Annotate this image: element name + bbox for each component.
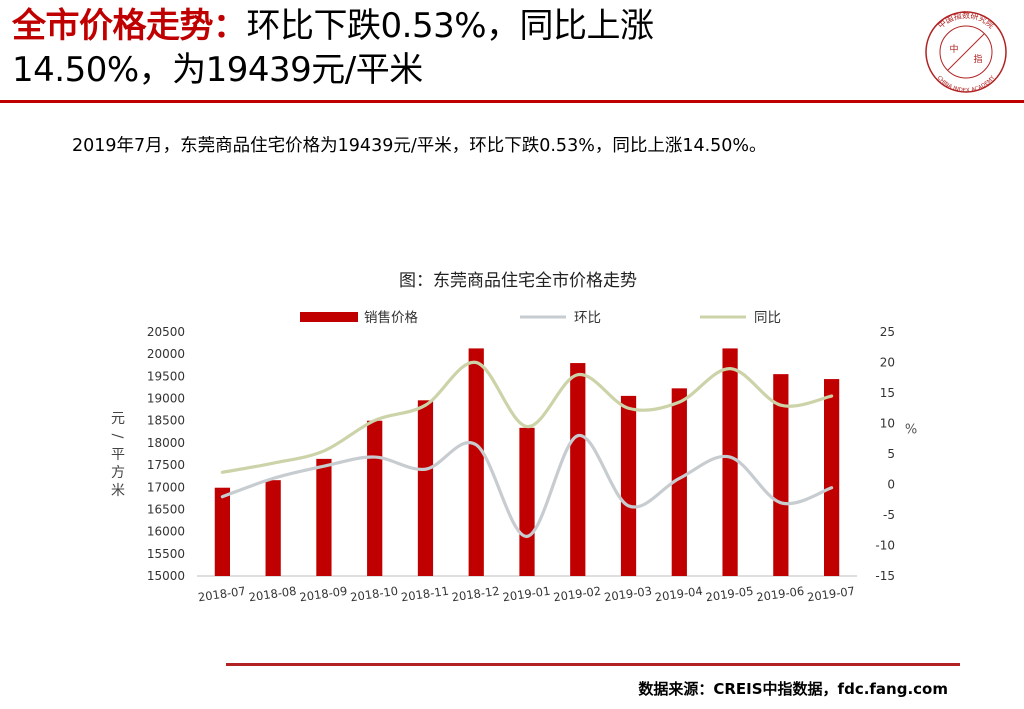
summary-text: 2019年7月，东莞商品住宅价格为19439元/平米，环比下跌0.53%，同比上… xyxy=(72,136,767,156)
price-bar xyxy=(722,348,738,576)
y-axis-right-label: % xyxy=(905,423,917,438)
y-left-tick-label: 15000 xyxy=(147,569,185,583)
y-left-tick-label: 18000 xyxy=(147,436,185,450)
chart-title: 图：东莞商品住宅全市价格走势 xyxy=(399,271,637,291)
price-bars xyxy=(214,348,840,576)
rate-lines xyxy=(220,360,834,538)
headline-highlight: 全市价格走势： xyxy=(12,6,247,46)
price-bar xyxy=(570,363,586,576)
y-left-tick-label: 19000 xyxy=(147,392,185,406)
y-axis-left-label: 元 / 平方米 xyxy=(109,411,125,499)
y-left-tick-label: 20500 xyxy=(147,325,185,339)
price-bar xyxy=(417,400,434,576)
x-tick-label: 2018-12 xyxy=(451,584,501,605)
legend-label: 同比 xyxy=(754,310,781,326)
y-right-tick-label: 5 xyxy=(887,447,895,461)
y-left-tick-label: 18500 xyxy=(147,414,185,428)
x-tick-label: 2018-10 xyxy=(349,584,399,605)
x-tick-label: 2018-08 xyxy=(248,584,298,605)
y-right-tick-label: -15 xyxy=(875,569,895,583)
x-tick-label: 2019-02 xyxy=(552,584,602,605)
price-bar xyxy=(265,480,281,576)
x-tick-label: 2018-11 xyxy=(400,584,450,605)
logo-center-left: 中 xyxy=(949,43,958,55)
logo-top-text: 中国指数研究院 xyxy=(936,10,997,30)
x-tick-label: 2019-06 xyxy=(756,584,806,605)
x-tick-label: 2019-05 xyxy=(705,584,755,605)
y-left-label-char: 平 xyxy=(111,447,125,463)
y-axis-left: 15000 15500 16000 16500 17000 17500 18000 18500… xyxy=(147,325,185,583)
price-bar xyxy=(367,420,383,576)
legend-bar-swatch xyxy=(300,312,358,322)
y-left-tick-label: 16500 xyxy=(147,502,185,516)
y-right-tick-label: 0 xyxy=(887,478,895,492)
headline-line2: 14.50%，为19439元/平米 xyxy=(12,50,423,90)
y-right-tick-label: 25 xyxy=(880,325,895,339)
x-tick-label: 2019-04 xyxy=(654,584,704,605)
y-left-label-char: 方 xyxy=(111,465,125,481)
y-right-tick-label: -5 xyxy=(883,508,895,522)
y-left-tick-label: 15500 xyxy=(147,547,185,561)
price-trend-chart: 图：东莞商品住宅全市价格走势 销售价格 环比 同比 1500015500160001… xyxy=(109,271,917,605)
y-right-tick-label: 10 xyxy=(880,417,895,431)
legend-label: 销售价格 xyxy=(364,310,418,326)
x-tick-label: 2019-07 xyxy=(806,584,856,605)
price-bar xyxy=(214,487,230,576)
price-bar xyxy=(773,374,789,576)
y-left-tick-label: 20000 xyxy=(147,347,185,361)
logo-center-right: 指 xyxy=(973,53,982,65)
x-tick-label: 2019-01 xyxy=(502,584,552,605)
y-left-label-char: / xyxy=(109,434,125,439)
y-left-tick-label: 17000 xyxy=(147,480,185,494)
price-bar xyxy=(316,458,332,576)
chart-legend: 销售价格 环比 同比 xyxy=(300,310,781,326)
x-tick-label: 2018-07 xyxy=(197,584,247,605)
x-tick-label: 2018-09 xyxy=(299,584,349,605)
x-tick-label: 2019-03 xyxy=(603,584,653,605)
price-bar xyxy=(519,427,535,576)
headline-line1: 环比下跌0.53%，同比上涨 xyxy=(246,6,655,46)
price-bar xyxy=(620,395,637,576)
y-right-tick-label: 15 xyxy=(880,386,895,400)
y-left-label-char: 米 xyxy=(111,483,125,499)
y-left-tick-label: 17500 xyxy=(147,458,185,472)
yoy-line xyxy=(220,360,834,474)
price-bar xyxy=(468,348,484,576)
data-source: 数据来源：CREIS中指数据，fdc.fang.com xyxy=(638,680,948,698)
price-bar xyxy=(671,388,687,576)
legend-label: 环比 xyxy=(574,310,601,326)
y-left-tick-label: 19500 xyxy=(147,369,185,383)
y-left-tick-label: 16000 xyxy=(147,525,185,539)
page-headline: 全市价格走势：环比下跌0.53%，同比上涨 14.50%，为19439元/平米 xyxy=(12,4,912,92)
mom-line xyxy=(220,434,834,538)
price-bar xyxy=(824,379,840,576)
y-right-tick-label: -10 xyxy=(875,539,895,553)
header-divider xyxy=(0,100,1024,103)
y-left-label-char: 元 xyxy=(111,411,125,427)
footer-divider xyxy=(226,663,960,666)
x-axis-labels: 2018-07 2018-08 2018-09 2018-10 2018-11 2018-… xyxy=(197,584,856,605)
china-index-academy-logo: 中国指数研究院 CHINA INDEX ACADEMY 中 指 xyxy=(925,10,1007,94)
y-right-tick-label: 20 xyxy=(880,356,895,370)
y-axis-right: -15 -10 -5 0 5 10 15 20 25 xyxy=(875,325,895,583)
svg-text:中国指数研究院: 中国指数研究院 xyxy=(936,10,997,30)
